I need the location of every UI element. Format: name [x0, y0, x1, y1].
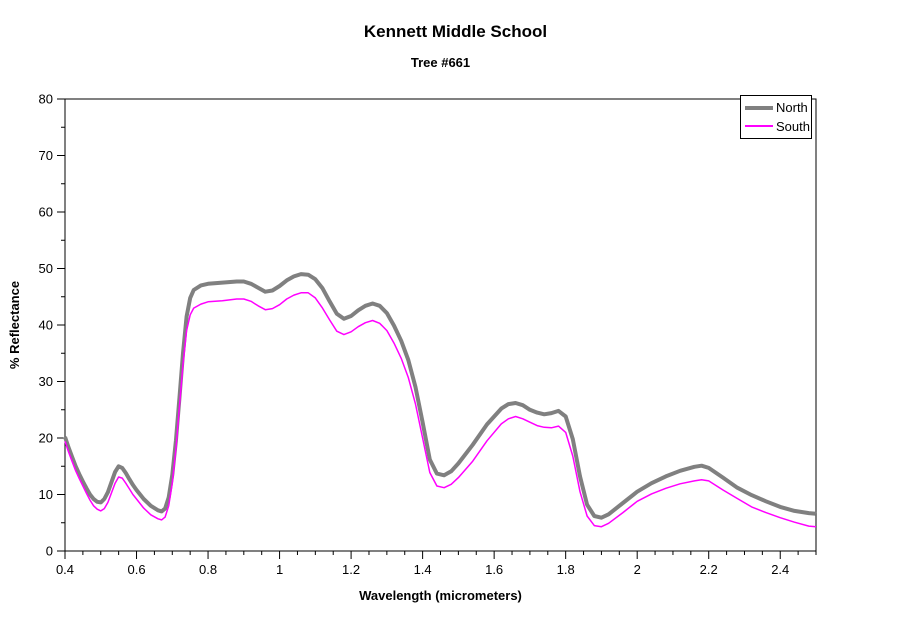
y-tick-label: 20: [39, 431, 53, 446]
x-tick-label: 0.6: [127, 562, 145, 577]
y-tick-label: 60: [39, 205, 53, 220]
y-tick-label: 10: [39, 487, 53, 502]
page-title: Kennett Middle School: [363, 22, 548, 41]
south-line-swatch: [745, 125, 773, 128]
legend-item-south: South: [741, 117, 811, 135]
x-tick-label: 0.4: [56, 562, 74, 577]
x-tick-label: 1.6: [485, 562, 503, 577]
x-tick-label: 2.4: [771, 562, 789, 577]
x-tick-label: 1: [276, 562, 283, 577]
y-tick-label: 0: [46, 544, 53, 559]
x-tick-label: 1.8: [557, 562, 575, 577]
x-axis-title: Wavelength (micrometers): [359, 588, 522, 603]
x-tick-label: 1.4: [414, 562, 432, 577]
x-tick-label: 2: [634, 562, 641, 577]
legend-label-south: South: [776, 118, 810, 134]
y-tick-label: 70: [39, 148, 53, 163]
north-line-swatch: [745, 105, 773, 110]
y-axis-title-text: % Reflectance: [7, 280, 22, 370]
x-tick-label: 1.2: [342, 562, 360, 577]
y-tick-label: 50: [39, 261, 53, 276]
y-tick-label: 30: [39, 374, 53, 389]
legend-item-north: North: [741, 99, 811, 117]
legend-label-north: North: [776, 100, 808, 116]
legend: North South: [740, 95, 812, 139]
x-tick-label: 2.2: [700, 562, 718, 577]
series-line-north: [63, 272, 817, 520]
y-tick-label: 40: [39, 318, 53, 333]
x-tick-label: 0.8: [199, 562, 217, 577]
y-tick-label: 80: [39, 92, 53, 107]
plot-border: [64, 98, 817, 552]
page-subtitle: Tree #661: [410, 55, 471, 70]
series-line-south: [64, 292, 817, 528]
